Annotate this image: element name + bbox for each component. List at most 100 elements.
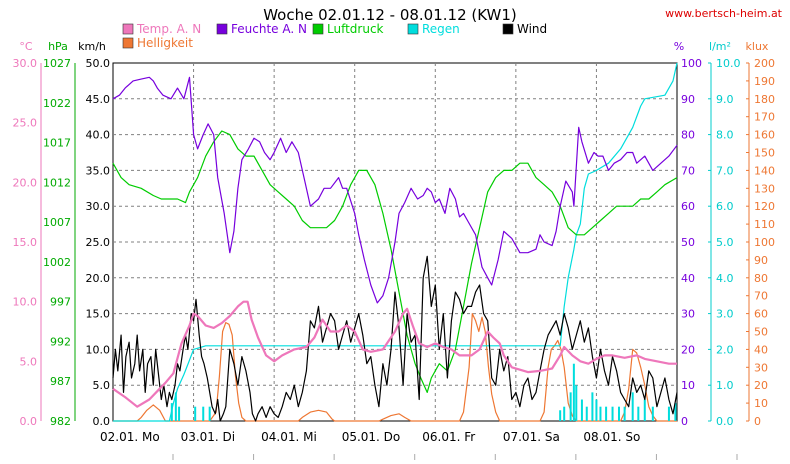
rain-axis-tick-label: 10.0: [716, 57, 741, 70]
humidity-unit-label: %: [674, 40, 684, 53]
light-axis-tick-label: 10: [754, 397, 768, 410]
rain-bar: [599, 406, 602, 421]
rain-bar: [202, 406, 205, 421]
humidity-axis-tick-label: 30: [681, 308, 695, 321]
rain-bar: [563, 406, 566, 421]
legend-label-5: Helligkeit: [137, 36, 193, 50]
light-axis-tick-label: 190: [754, 75, 775, 88]
pressure-unit-label: hPa: [48, 40, 68, 53]
rain-axis-tick-label: 0.0: [716, 415, 734, 428]
rain-bar: [617, 406, 620, 421]
rain-bar: [208, 406, 211, 421]
temp-axis-tick-label: 15.0: [13, 236, 38, 249]
light-axis-tick-label: 140: [754, 164, 775, 177]
rain-bar: [178, 406, 181, 421]
temp-axis-tick-label: 20.0: [13, 176, 38, 189]
temp-axis-tick-label: 5.0: [20, 355, 38, 368]
temp-line: [112, 300, 677, 408]
x-tick-label: 06.01. Fr: [422, 430, 475, 444]
humidity-axis-tick-label: 100: [681, 57, 702, 70]
rain-axis-tick-label: 9.0: [716, 93, 734, 106]
rain-axis-tick-label: 5.0: [716, 236, 734, 249]
rain-bar: [667, 406, 670, 421]
x-tick-label: 08.01. So: [583, 430, 640, 444]
legend-swatch-3: [407, 23, 419, 35]
legend-swatch-5: [122, 37, 134, 49]
legend-swatch-4: [502, 23, 514, 35]
rain-bar: [674, 403, 677, 421]
site-url-link[interactable]: www.bertsch-heim.at: [665, 7, 783, 20]
axes: 30.0 25.0 20.0 15.0 10.0 5.0 0.0 1027 1022 1017 10…: [13, 57, 776, 444]
x-tick-label: 05.01. Do: [342, 430, 401, 444]
rain-bar: [595, 399, 598, 421]
light-unit-label: klux: [746, 40, 769, 53]
rain-bar: [605, 406, 608, 421]
wind-axis-tick-label: 30.0: [86, 200, 111, 213]
rain-bar: [631, 392, 634, 421]
rain-bar: [575, 385, 578, 421]
legend-label-4: Wind: [517, 22, 547, 36]
light-axis-tick-label: 130: [754, 182, 775, 195]
wind-axis-tick-label: 10.0: [86, 343, 111, 356]
legend-swatch-2: [312, 23, 324, 35]
temp-axis-tick-label: 10.0: [13, 296, 38, 309]
legend: Temp. A. N Feuchte A. N Luftdruck Regen Wind…: [122, 22, 547, 50]
rain-bar: [585, 406, 588, 421]
pressure-line: [112, 130, 678, 393]
wind-axis-tick-label: 0.0: [93, 415, 111, 428]
humidity-axis-tick-label: 80: [681, 129, 695, 142]
rain-axis-tick-label: 8.0: [716, 129, 734, 142]
x-tick-label: 04.01. Mi: [261, 430, 317, 444]
legend-swatch-1: [216, 23, 228, 35]
rain-bar: [572, 363, 575, 421]
rain-unit-label: l/m²: [709, 40, 731, 53]
pressure-axis-tick-label: 1002: [43, 256, 71, 269]
wind-axis-tick-label: 15.0: [86, 308, 111, 321]
rain-bar: [559, 410, 562, 421]
pressure-axis-tick-label: 1017: [43, 137, 71, 150]
rain-axis-tick-label: 4.0: [716, 272, 734, 285]
wind-axis-tick-label: 20.0: [86, 272, 111, 285]
light-axis-tick-label: 80: [754, 272, 768, 285]
wind-axis-tick-label: 45.0: [86, 93, 111, 106]
wind-axis-tick-label: 35.0: [86, 164, 111, 177]
wind-axis-tick-label: 25.0: [86, 236, 111, 249]
wind-axis-tick-label: 40.0: [86, 129, 111, 142]
light-axis-tick-label: 50: [754, 326, 768, 339]
light-axis-tick-label: 30: [754, 361, 768, 374]
x-tick-label: 02.01. Mo: [100, 430, 160, 444]
humidity-axis-tick-label: 70: [681, 164, 695, 177]
humidity-axis-tick-label: 10: [681, 379, 695, 392]
rain-line: [113, 62, 678, 422]
rain-bar: [591, 392, 594, 421]
humidity-line: [112, 76, 678, 304]
rain-bar: [611, 406, 614, 421]
temp-axis-tick-label: 25.0: [13, 117, 38, 130]
legend-label-0: Temp. A. N: [136, 22, 201, 36]
temp-unit-label: °C: [19, 40, 33, 53]
humidity-axis-tick-label: 90: [681, 93, 695, 106]
rain-axis-tick-label: 3.0: [716, 308, 734, 321]
temp-axis-tick-label: 30.0: [13, 57, 38, 70]
pressure-axis-tick-label: 1022: [43, 97, 71, 110]
rain-bar: [174, 392, 177, 421]
pressure-axis-tick-label: 1027: [43, 57, 71, 70]
rain-bar: [580, 399, 583, 421]
rain-axis-tick-label: 7.0: [716, 164, 734, 177]
humidity-axis-tick-label: 20: [681, 343, 695, 356]
rain-axis-tick-label: 2.0: [716, 343, 734, 356]
rain-bar: [651, 406, 654, 421]
light-axis-tick-label: 100: [754, 236, 775, 249]
pressure-axis-tick-label: 997: [50, 296, 71, 309]
wind-axis-tick-label: 50.0: [86, 57, 111, 70]
pressure-axis-tick-label: 992: [50, 335, 71, 348]
legend-swatch-0: [122, 23, 134, 35]
chart-title: Woche 02.01.12 - 08.01.12 (KW1): [263, 6, 517, 24]
light-axis-tick-label: 180: [754, 93, 775, 106]
x-tick-label: 03.01. Di: [181, 430, 236, 444]
light-axis-tick-label: 200: [754, 57, 775, 70]
rain-bar: [569, 392, 572, 421]
humidity-axis-tick-label: 40: [681, 272, 695, 285]
light-axis-tick-label: 20: [754, 379, 768, 392]
